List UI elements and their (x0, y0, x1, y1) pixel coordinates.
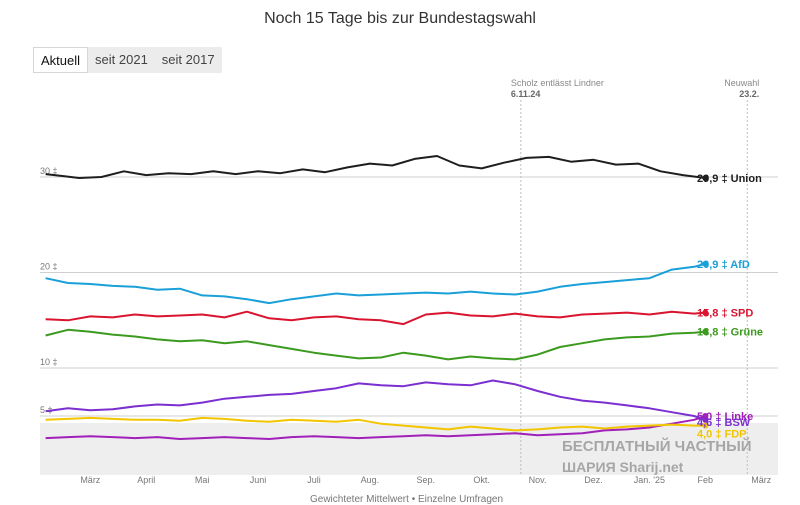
x-tick-label: Feb (698, 475, 714, 485)
y-tick-label: 10 ‡ (40, 357, 58, 367)
series-endpoint (702, 422, 709, 429)
page-title: Noch 15 Tage bis zur Bundestagswahl (264, 10, 536, 27)
series-endpoint (702, 174, 709, 181)
watermark-line-2-a: ШАРИЯ (562, 459, 616, 475)
tab-seit-2021[interactable]: seit 2021 (95, 52, 148, 67)
timerange-tabs: Aktuell seit 2021 seit 2017 (33, 47, 222, 73)
series-line-bsw (45, 379, 706, 421)
x-tick-label: Nov. (529, 475, 547, 485)
end-label-bsw: 4,6 ‡ BSW (697, 417, 751, 429)
y-tick-label: 20 ‡ (40, 262, 58, 272)
x-tick-label: Juli (307, 475, 321, 485)
series-lines (45, 155, 709, 440)
end-label-union: 29,9 ‡ Union (697, 173, 762, 185)
event-date: 23.2. (739, 89, 759, 99)
end-label-spd: 15,8 ‡ SPD (697, 308, 753, 320)
x-tick-label: Aug. (361, 475, 380, 485)
x-tick-label: März (751, 475, 771, 485)
series-endpoint (702, 260, 709, 267)
end-label-linke: 5,0 ‡ Linke (697, 411, 753, 423)
watermark-line-2-b: Sharij.net (619, 459, 684, 475)
watermark-line-2: ШАРИЯ Sharij.net (562, 457, 792, 478)
x-tick-label: März (80, 475, 100, 485)
series-end-labels: 29,9 ‡ Union 20,9 ‡ AfD 15,8 ‡ SPD 13,8 ‡ G… (697, 173, 763, 441)
series-line-union (45, 155, 706, 179)
event-label: Scholz entlässt Lindner (511, 78, 604, 88)
x-tick-label: Sep. (417, 475, 436, 485)
x-tick-label: Juni (250, 475, 267, 485)
y-tick-label: 5 ‡ (40, 405, 53, 415)
watermark-line-1: БЕСПЛАТНЫЙ ЧАСТНЫЙ (562, 438, 752, 455)
x-tick-label: Jan. '25 (634, 475, 665, 485)
series-endpoint (702, 328, 709, 335)
y-tick-label: 30 ‡ (40, 166, 58, 176)
watermark: БЕСПЛАТНЫЙ ЧАСТНЫЙ ШАРИЯ Sharij.net (562, 436, 792, 478)
x-tick-label: Mai (195, 475, 210, 485)
series-endpoint (702, 416, 709, 423)
x-tick-label: April (137, 475, 155, 485)
series-line-fdp (45, 416, 706, 432)
event-date: 6.11.24 (511, 89, 541, 99)
x-axis-ticks: März April Mai Juni Juli Aug. Sep. Okt. Nov. Dez.… (80, 475, 771, 485)
end-label-fdp: 4,0 ‡ FDP (697, 429, 747, 441)
series-line-afd (45, 262, 706, 305)
series-line-grne (45, 328, 706, 361)
tab-seit-2017[interactable]: seit 2017 (161, 52, 215, 67)
event-label: Neuwahl (724, 78, 759, 88)
threshold-band (40, 423, 778, 475)
x-tick-label: Okt. (473, 475, 490, 485)
series-line-spd (45, 310, 706, 326)
x-tick-label: Dez. (584, 475, 603, 485)
series-endpoint (702, 309, 709, 316)
tab-aktuell[interactable]: Aktuell (33, 47, 89, 73)
end-label-afd: 20,9 ‡ AfD (697, 259, 750, 271)
gridlines: 30 ‡ 20 ‡ 10 ‡ 5 ‡ (40, 166, 778, 417)
chart-legend: Gewichteter Mittelwert • Einzelne Umfrag… (310, 494, 504, 505)
series-line-linke (45, 415, 706, 440)
end-label-grne: 13,8 ‡ Grüne (697, 327, 763, 339)
